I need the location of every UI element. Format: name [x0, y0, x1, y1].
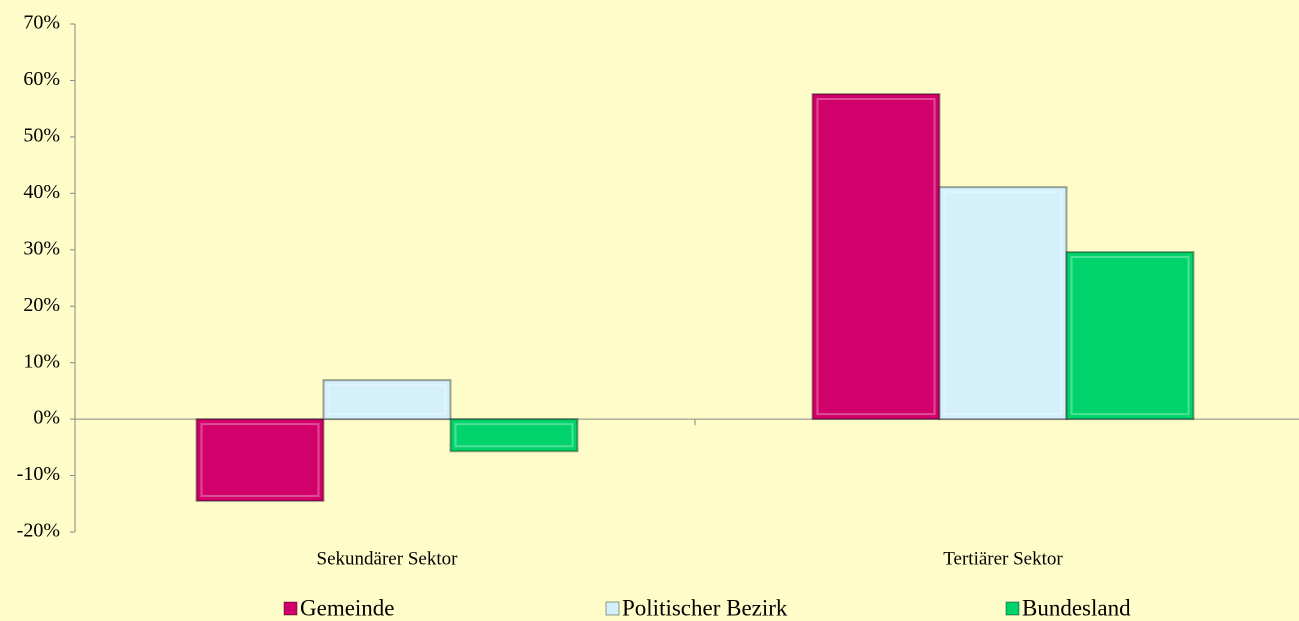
bar-bevel: [1070, 256, 1190, 416]
y-tick-label: 70%: [23, 12, 60, 34]
bar-bevel: [200, 423, 320, 497]
legend-swatch: [1005, 601, 1020, 616]
bar: [195, 418, 325, 502]
bar-bevel: [816, 97, 936, 416]
bar: [322, 379, 452, 421]
y-tick-label: 30%: [23, 237, 60, 259]
bar: [449, 418, 579, 453]
legend-label: Bundesland: [1022, 595, 1131, 620]
x-tick-label: Tertiärer Sektor: [943, 548, 1063, 569]
bar: [1065, 251, 1195, 421]
y-tick-label: 40%: [23, 181, 60, 203]
legend-swatch: [283, 601, 298, 616]
y-tick-label: -10%: [17, 463, 60, 485]
y-tick-label: 60%: [23, 68, 60, 90]
legend-label: Gemeinde: [300, 595, 395, 620]
bar: [938, 186, 1068, 421]
y-tick-label: -20%: [17, 520, 60, 542]
bar-bevel: [943, 191, 1063, 416]
bar-bevel: [454, 423, 574, 448]
bar-bevel: [327, 384, 447, 416]
y-tick-label: 0%: [33, 407, 60, 429]
y-tick-label: 10%: [23, 350, 60, 372]
y-tick-label: 50%: [23, 124, 60, 146]
x-tick-label: Sekundärer Sektor: [317, 548, 459, 569]
legend-swatch: [605, 601, 620, 616]
bar: [811, 92, 941, 421]
y-tick-label: 20%: [23, 294, 60, 316]
legend-label: Politischer Bezirk: [622, 595, 788, 620]
